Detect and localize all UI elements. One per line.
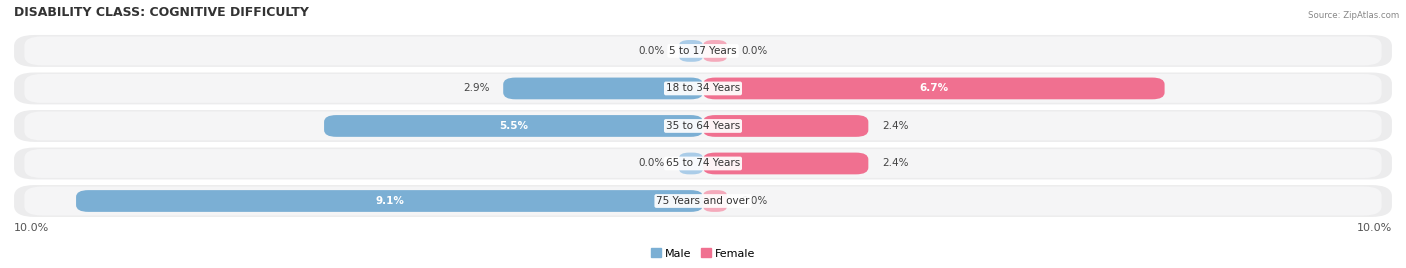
Text: 75 Years and over: 75 Years and over (657, 196, 749, 206)
FancyBboxPatch shape (503, 77, 703, 99)
FancyBboxPatch shape (24, 36, 1382, 65)
FancyBboxPatch shape (24, 187, 1382, 215)
FancyBboxPatch shape (24, 74, 1382, 103)
FancyBboxPatch shape (14, 35, 1392, 67)
Text: 10.0%: 10.0% (14, 223, 49, 233)
Text: 5 to 17 Years: 5 to 17 Years (669, 46, 737, 56)
Text: 65 to 74 Years: 65 to 74 Years (666, 158, 740, 169)
Text: 0.0%: 0.0% (741, 46, 768, 56)
Text: 0.0%: 0.0% (741, 196, 768, 206)
FancyBboxPatch shape (703, 190, 727, 212)
Text: 2.9%: 2.9% (463, 83, 489, 94)
Text: 35 to 64 Years: 35 to 64 Years (666, 121, 740, 131)
Text: 2.4%: 2.4% (882, 158, 908, 169)
FancyBboxPatch shape (24, 149, 1382, 178)
Text: 5.5%: 5.5% (499, 121, 529, 131)
FancyBboxPatch shape (703, 115, 869, 137)
Text: 6.7%: 6.7% (920, 83, 949, 94)
FancyBboxPatch shape (703, 77, 1164, 99)
FancyBboxPatch shape (679, 152, 703, 174)
FancyBboxPatch shape (679, 40, 703, 62)
Text: Source: ZipAtlas.com: Source: ZipAtlas.com (1308, 11, 1399, 20)
FancyBboxPatch shape (703, 152, 869, 174)
FancyBboxPatch shape (14, 110, 1392, 142)
FancyBboxPatch shape (703, 40, 727, 62)
FancyBboxPatch shape (14, 185, 1392, 217)
Text: 0.0%: 0.0% (638, 46, 665, 56)
FancyBboxPatch shape (14, 72, 1392, 104)
Legend: Male, Female: Male, Female (647, 244, 759, 263)
FancyBboxPatch shape (76, 190, 703, 212)
FancyBboxPatch shape (24, 111, 1382, 140)
Text: 10.0%: 10.0% (1357, 223, 1392, 233)
Text: 18 to 34 Years: 18 to 34 Years (666, 83, 740, 94)
FancyBboxPatch shape (323, 115, 703, 137)
Text: DISABILITY CLASS: COGNITIVE DIFFICULTY: DISABILITY CLASS: COGNITIVE DIFFICULTY (14, 6, 309, 19)
FancyBboxPatch shape (14, 147, 1392, 180)
Text: 9.1%: 9.1% (375, 196, 404, 206)
Text: 2.4%: 2.4% (882, 121, 908, 131)
Text: 0.0%: 0.0% (638, 158, 665, 169)
